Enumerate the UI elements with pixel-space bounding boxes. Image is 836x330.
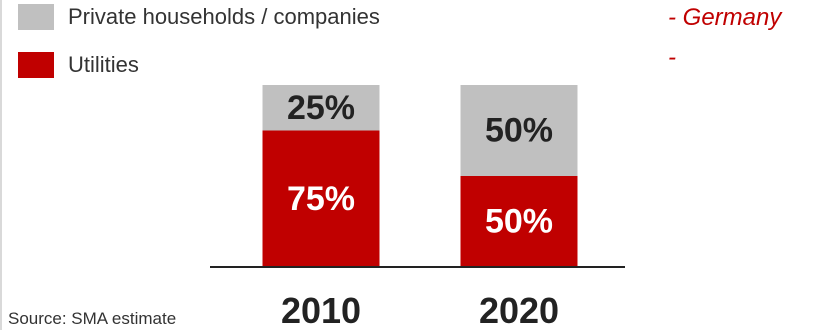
x-tick-label-2020: 2020 [479,290,559,330]
x-tick-label-2010: 2010 [281,290,361,330]
legend-label-utilities: Utilities [68,52,139,77]
source-note: Source: SMA estimate [8,309,177,328]
bars-group: 75% 25% 50% 50% [262,85,578,267]
bar-2010-households [262,85,380,131]
bar-2020-utilities [460,176,578,267]
legend-swatch-utilities [18,52,54,78]
legend-label-households: Private households / companies [68,4,380,29]
bar-label-2020-households: 50% [485,112,553,150]
note-dash: - [668,44,676,71]
note-germany: - Germany [668,4,782,31]
legend-item-households: Private households / companies [18,4,380,30]
bar-label-2010-households: 25% [287,89,355,127]
bar-2010-utilities [262,130,380,267]
bar-2020-households [460,85,578,176]
bar-label-2020-utilities: 50% [485,203,553,241]
bar-label-2010-utilities: 75% [287,180,355,218]
frame-border [0,0,2,330]
legend-item-utilities: Utilities [18,52,139,78]
x-axis-labels: 2010 2020 [281,290,559,330]
legend-swatch-households [18,4,54,30]
